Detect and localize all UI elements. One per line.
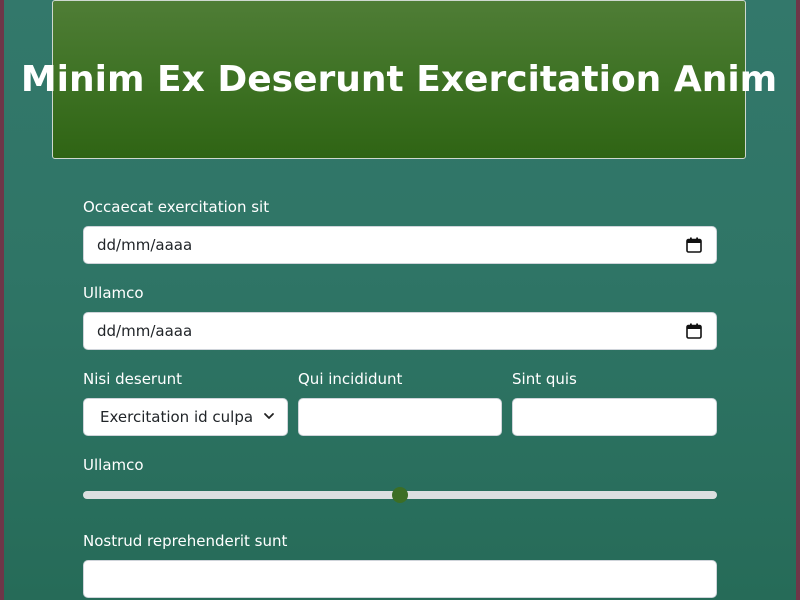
date1-label: Occaecat exercitation sit [83,198,270,216]
select1-dropdown[interactable]: Exercitation id culpa [83,398,288,436]
text3-input[interactable] [83,560,717,598]
calendar-icon[interactable] [686,323,702,339]
range-label: Ullamco [83,456,144,474]
page-title: Minim Ex Deserunt Exercitation Anim [20,59,778,100]
text2-input[interactable] [512,398,717,436]
date2-input[interactable]: dd/mm/aaaa [83,312,717,350]
calendar-icon[interactable] [686,237,702,253]
text2-label: Sint quis [512,370,577,388]
select1-label: Nisi deserunt [83,370,182,388]
text1-input[interactable] [298,398,502,436]
date2-label: Ullamco [83,284,144,302]
range-slider-track[interactable] [83,487,717,503]
date1-input[interactable]: dd/mm/aaaa [83,226,717,264]
date2-placeholder: dd/mm/aaaa [97,322,193,340]
header-banner: Minim Ex Deserunt Exercitation Anim [21,0,777,159]
range-slider-thumb[interactable] [392,487,408,503]
form-page: Minim Ex Deserunt Exercitation Anim Occa… [4,0,796,600]
text3-label: Nostrud reprehenderit sunt [83,532,288,550]
select1-value: Exercitation id culpa [100,408,254,426]
chevron-down-icon [263,408,275,426]
text1-label: Qui incididunt [298,370,403,388]
date1-placeholder: dd/mm/aaaa [97,236,193,254]
